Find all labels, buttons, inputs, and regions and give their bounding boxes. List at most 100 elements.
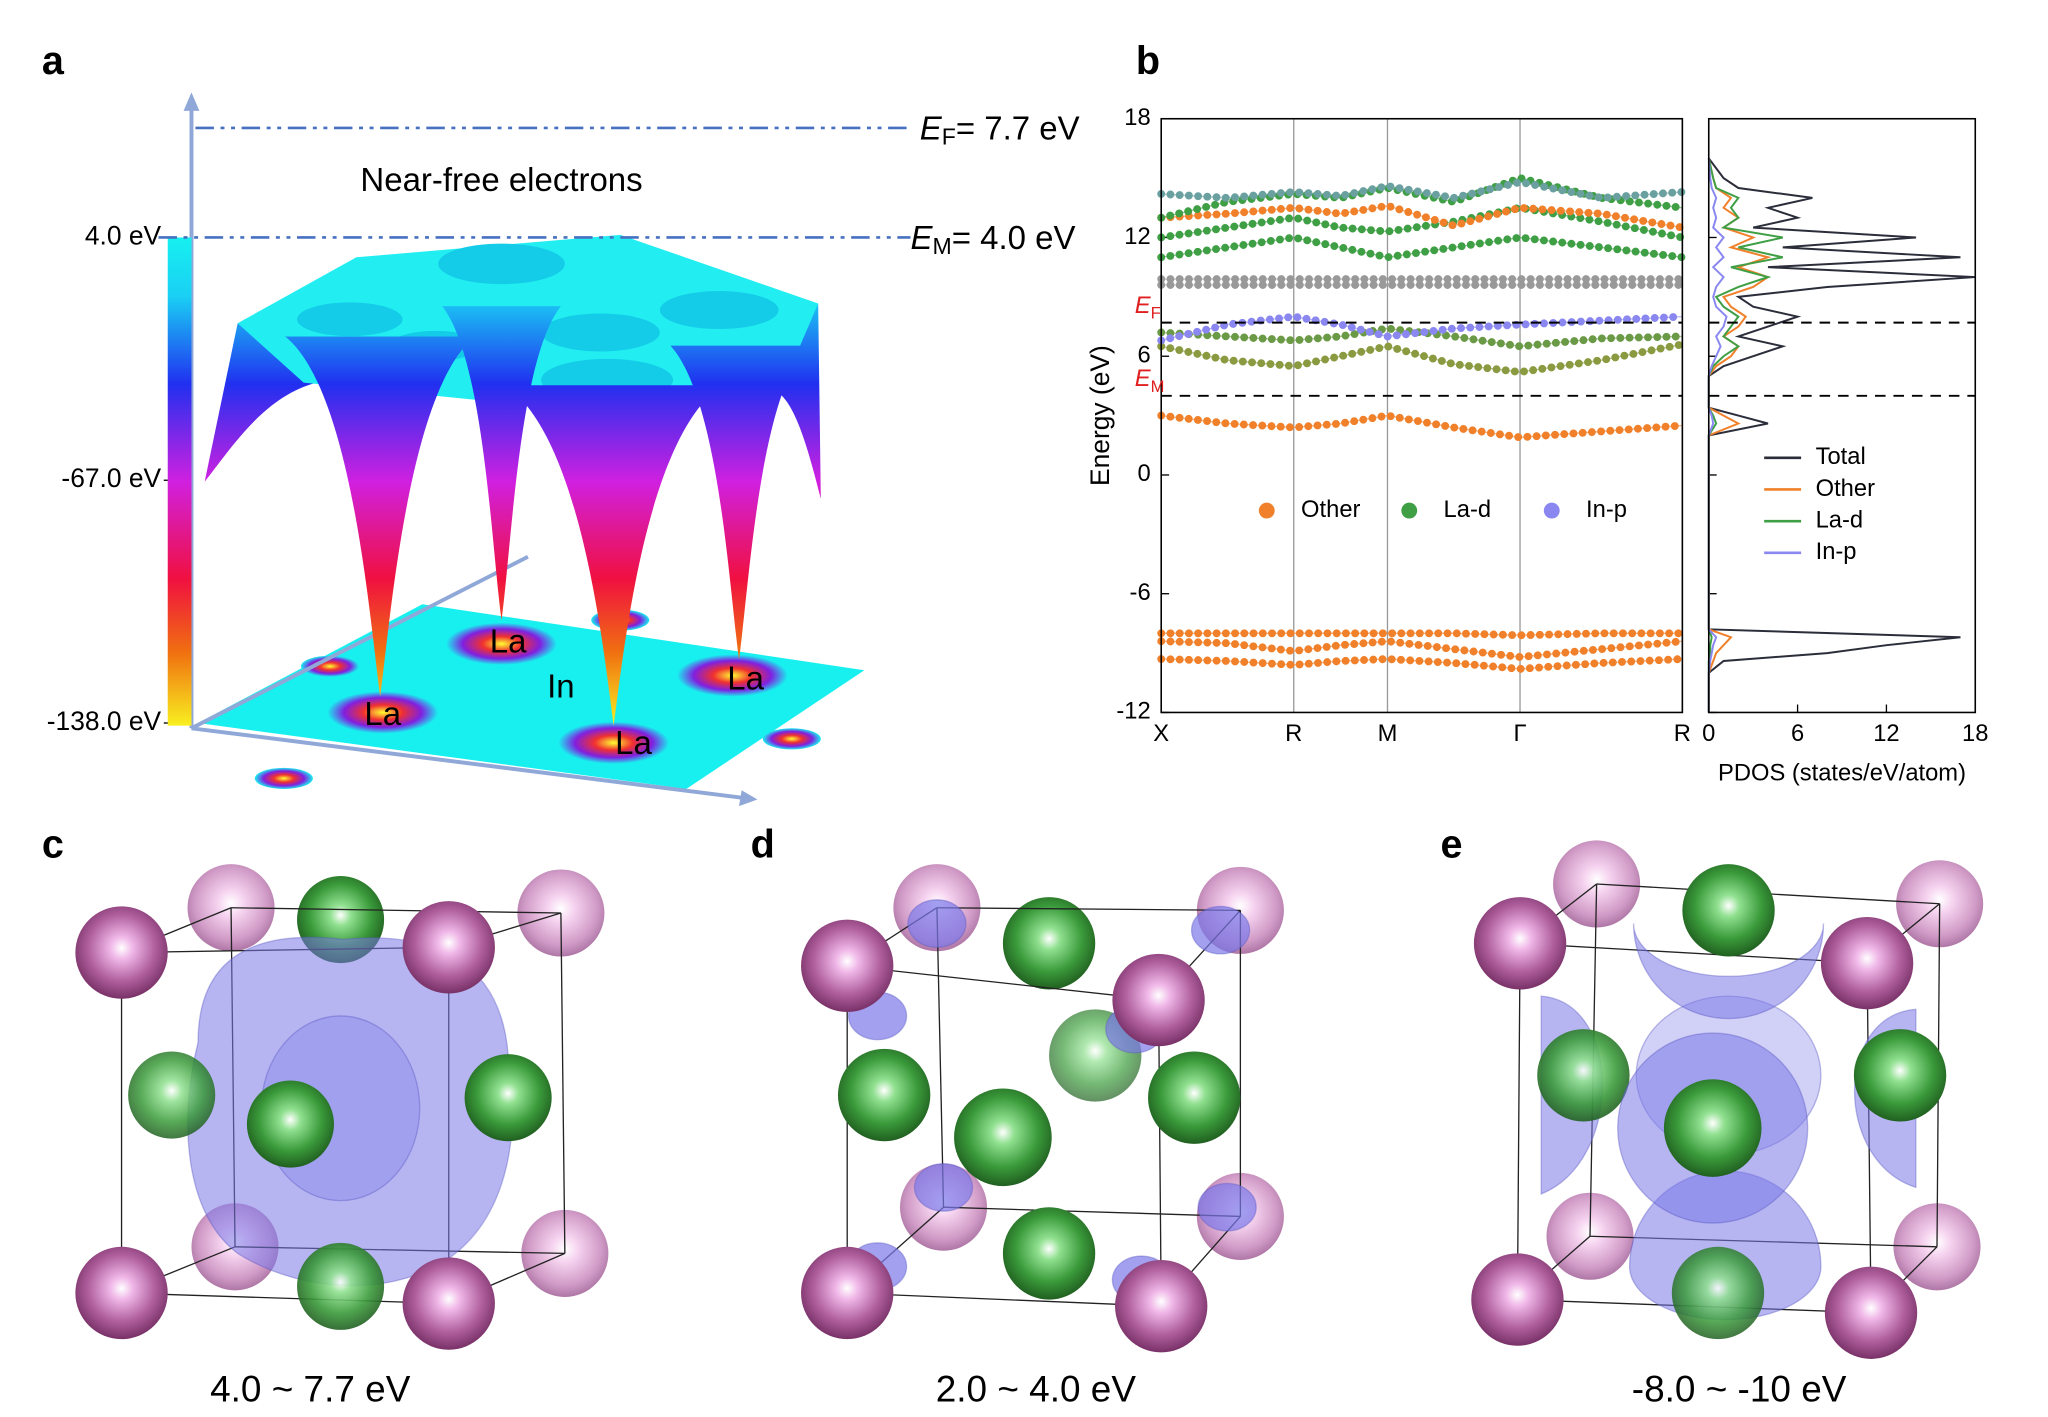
atom bbox=[75, 906, 168, 999]
floor-hotspot bbox=[254, 767, 313, 789]
surface-dimple bbox=[438, 243, 565, 285]
y-axis-label: Energy (eV) bbox=[1085, 345, 1115, 486]
floor-hotspot bbox=[762, 728, 821, 750]
panel-letter: e bbox=[1440, 822, 1462, 866]
colorbar-tick-label: -67.0 eV bbox=[61, 463, 161, 493]
legend-marker bbox=[1543, 502, 1560, 519]
legend-label: La-d bbox=[1444, 497, 1492, 523]
isosurface-cap bbox=[1190, 905, 1251, 955]
atom bbox=[1115, 1259, 1208, 1353]
atom-label: In bbox=[547, 667, 575, 704]
atom bbox=[1537, 1029, 1630, 1122]
atom bbox=[1824, 1266, 1918, 1359]
pdos-frame bbox=[1707, 117, 1977, 714]
surface-dimple bbox=[659, 291, 779, 330]
y-tick-label: 6 bbox=[1137, 342, 1150, 368]
y-tick-label: -6 bbox=[1130, 580, 1151, 606]
cell-edge bbox=[847, 965, 1159, 1001]
atom-label: La bbox=[364, 695, 401, 732]
isosurface-cap bbox=[907, 899, 967, 948]
panel-letter: a bbox=[42, 39, 65, 83]
structure-caption: 4.0 ~ 7.7 eV bbox=[210, 1369, 411, 1410]
band-dots bbox=[1157, 340, 1687, 377]
atom bbox=[75, 1246, 168, 1340]
band bbox=[1161, 414, 1683, 439]
pdos-x-tick-label: 18 bbox=[1962, 721, 1988, 747]
band-dots bbox=[1157, 411, 1687, 442]
atom bbox=[246, 1080, 334, 1168]
atom bbox=[801, 919, 894, 1012]
band-dots bbox=[1157, 178, 1687, 202]
isosurface-cap bbox=[913, 1163, 974, 1212]
band-dots bbox=[1157, 655, 1687, 673]
legend-label: La-d bbox=[1816, 507, 1864, 533]
floor-hotspot bbox=[446, 622, 557, 665]
potential-well bbox=[285, 336, 476, 697]
isosurface bbox=[187, 936, 514, 1287]
legend-marker bbox=[1401, 502, 1418, 519]
surface-dimple bbox=[541, 313, 660, 352]
band-dots bbox=[1157, 203, 1687, 242]
legend-label: Other bbox=[1816, 476, 1875, 502]
colorbar-tick-label: -138.0 eV bbox=[47, 706, 162, 736]
cell-edge bbox=[1157, 1000, 1162, 1307]
x-tick-label: M bbox=[1378, 721, 1398, 747]
atom bbox=[1148, 1051, 1241, 1144]
axis-y bbox=[190, 555, 529, 731]
cell-edge bbox=[121, 1292, 449, 1305]
subscript: F bbox=[942, 124, 956, 150]
floor-hotspot bbox=[558, 721, 670, 764]
band-dots bbox=[1157, 233, 1687, 262]
band-dots bbox=[1157, 629, 1687, 640]
x-tick-label: R bbox=[1285, 721, 1302, 747]
legend-label: In-p bbox=[1586, 497, 1627, 523]
x-tick-label: R bbox=[1674, 721, 1691, 747]
axis-arrow bbox=[183, 92, 200, 111]
pdos-line bbox=[1707, 157, 1976, 713]
x-tick-label: Γ bbox=[1513, 721, 1526, 747]
symbol: E bbox=[920, 109, 943, 146]
cell-edge bbox=[847, 1292, 1162, 1307]
pdos-x-tick-label: 12 bbox=[1873, 721, 1899, 747]
structure-caption: 2.0 ~ 4.0 eV bbox=[936, 1369, 1137, 1410]
axis-x bbox=[191, 726, 746, 801]
cell-edge bbox=[1516, 943, 1521, 1300]
cell-edge bbox=[231, 907, 561, 914]
symbol-label: EM= 4.0 eV bbox=[911, 219, 1076, 259]
atom bbox=[1002, 1207, 1096, 1300]
symbol-label: EF bbox=[1135, 293, 1161, 323]
surface-dimple bbox=[297, 302, 403, 337]
level-value: = 7.7 eV bbox=[956, 109, 1080, 146]
symbol: E bbox=[1135, 293, 1152, 319]
pdos-line bbox=[1707, 158, 1783, 713]
floor-plane bbox=[198, 604, 865, 789]
atom bbox=[1853, 1029, 1947, 1122]
y-tick-label: 18 bbox=[1124, 105, 1150, 131]
band-frame bbox=[1160, 117, 1684, 714]
pdos-x-axis-label: PDOS (states/eV/atom) bbox=[1718, 761, 1966, 787]
atom bbox=[402, 1257, 495, 1350]
atom bbox=[1820, 916, 1914, 1010]
panel-letter: c bbox=[42, 822, 64, 866]
atom bbox=[402, 901, 495, 994]
atom bbox=[1671, 1246, 1765, 1340]
cell-edge bbox=[936, 907, 945, 1208]
atom-label: La bbox=[615, 724, 652, 761]
isosurface-cap bbox=[1197, 1182, 1257, 1232]
panel-letter: d bbox=[751, 822, 775, 866]
atom bbox=[1471, 1253, 1564, 1346]
band-dots bbox=[1157, 324, 1687, 351]
symbol-label: EF= 7.7 eV bbox=[920, 109, 1080, 149]
legend-label: In-p bbox=[1816, 539, 1857, 565]
region-label: Near-free electrons bbox=[360, 161, 642, 198]
band bbox=[1161, 236, 1683, 258]
potential-well bbox=[670, 345, 808, 660]
legend-label: Other bbox=[1301, 497, 1360, 523]
level-value: = 4.0 eV bbox=[952, 219, 1076, 256]
atom bbox=[1002, 897, 1096, 990]
atom bbox=[1112, 953, 1205, 1047]
y-tick-label: 12 bbox=[1124, 224, 1150, 250]
potential-well bbox=[505, 385, 722, 726]
